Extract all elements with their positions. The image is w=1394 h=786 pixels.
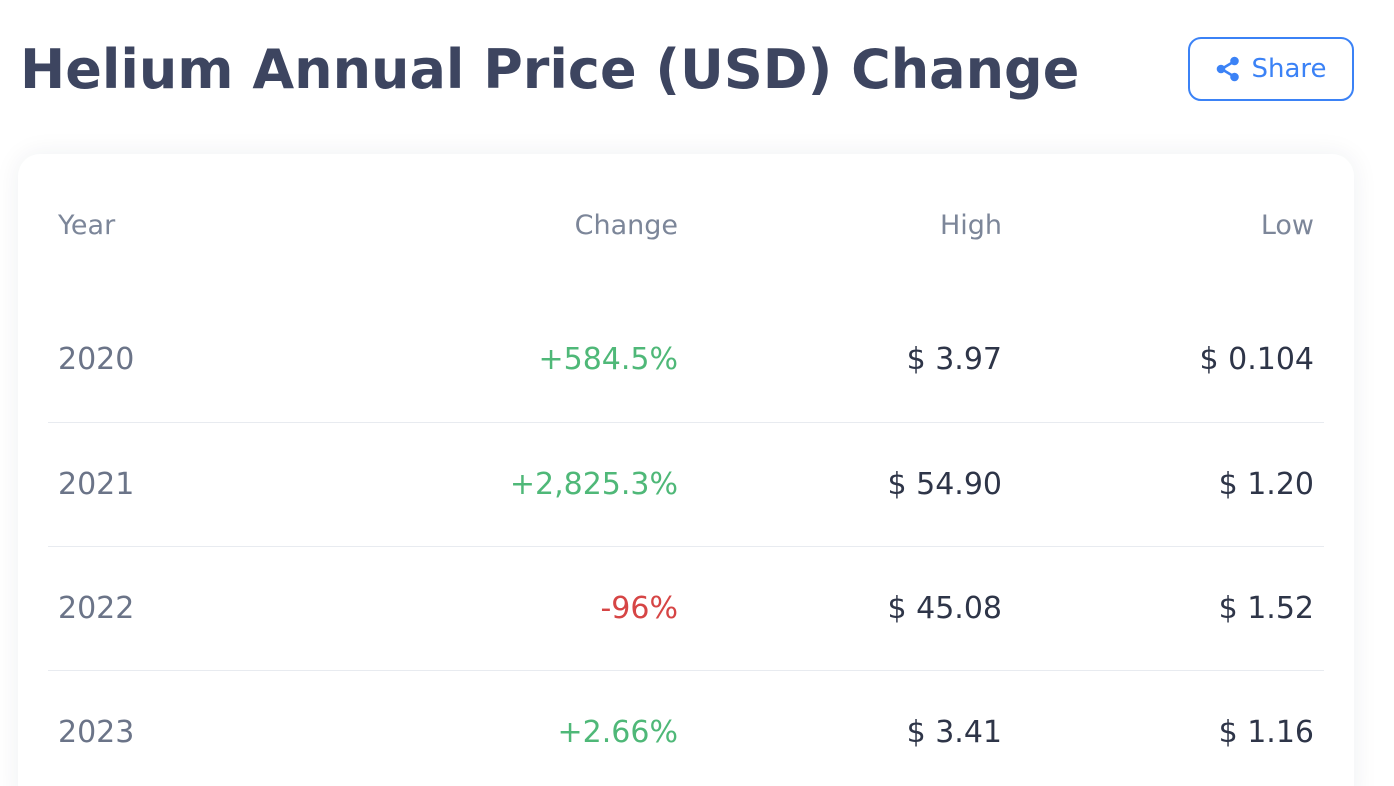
column-header-high: High	[939, 209, 1002, 241]
high-cell: $ 54.90	[887, 466, 1002, 502]
column-header-year: Year	[58, 209, 116, 241]
high-cell: $ 3.97	[906, 342, 1002, 377]
high-cell: $ 45.08	[887, 590, 1002, 626]
price-change-table: Year Change High Low 2020 +584.5% $ 3.97…	[48, 154, 1324, 786]
page-title: Helium Annual Price (USD) Change	[20, 38, 1080, 101]
year-cell: 2021	[58, 466, 135, 502]
change-cell: +584.5%	[538, 342, 678, 377]
column-header-change: Change	[574, 209, 678, 241]
price-change-card: Year Change High Low 2020 +584.5% $ 3.97…	[18, 154, 1354, 786]
table-row: 2023 +2.66% $ 3.41 $ 1.16	[48, 670, 1324, 786]
table-row: 2021 +2,825.3% $ 54.90 $ 1.20	[48, 422, 1324, 546]
year-cell: 2022	[58, 590, 135, 626]
year-cell: 2020	[58, 342, 135, 377]
change-cell: +2,825.3%	[509, 466, 678, 502]
share-icon	[1215, 56, 1241, 82]
table-row: 2020 +584.5% $ 3.97 $ 0.104	[48, 298, 1324, 422]
high-cell: $ 3.41	[906, 714, 1002, 750]
change-cell: -96%	[600, 590, 678, 626]
low-cell: $ 1.16	[1218, 714, 1314, 750]
column-header-low: Low	[1260, 209, 1314, 241]
low-cell: $ 1.20	[1218, 466, 1314, 502]
table-header-row: Year Change High Low	[48, 154, 1324, 298]
year-cell: 2023	[58, 714, 135, 750]
low-cell: $ 0.104	[1199, 342, 1314, 377]
share-label: Share	[1251, 54, 1327, 84]
low-cell: $ 1.52	[1218, 590, 1314, 626]
share-button[interactable]: Share	[1188, 37, 1354, 101]
change-cell: +2.66%	[557, 714, 678, 750]
table-row: 2022 -96% $ 45.08 $ 1.52	[48, 546, 1324, 670]
